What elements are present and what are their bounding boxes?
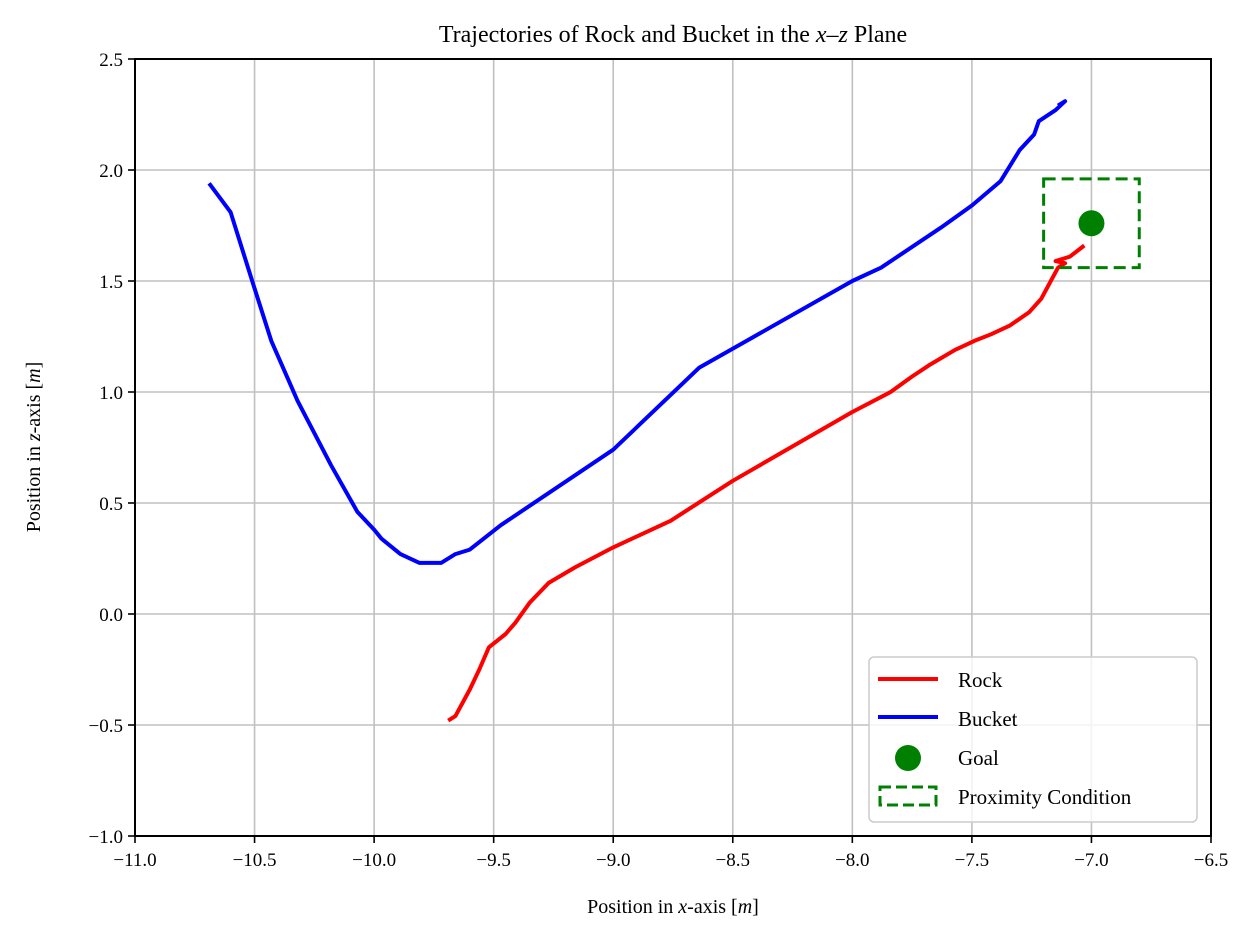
x-tick-label: −9.5 — [476, 850, 510, 871]
y-tick-label: −0.5 — [89, 716, 123, 737]
rock-trajectory-line — [447, 243, 1086, 723]
x-tick-label: −8.0 — [835, 850, 869, 871]
x-tick-label: −7.5 — [955, 850, 989, 871]
goal-marker — [1078, 210, 1105, 237]
axis-ticks: −11.0 −10.5 −10.0 −9.5 −9.0 −8.5 −8.0 −7.5 −7.0 −… — [89, 50, 1229, 871]
y-tick-label: 1.5 — [99, 272, 123, 293]
legend-label-goal: Goal — [958, 746, 999, 770]
proximity-condition-box — [1042, 177, 1141, 270]
x-tick-label: −10.0 — [352, 850, 396, 871]
x-tick-label: −10.5 — [233, 850, 277, 871]
legend-label-bucket: Bucket — [958, 707, 1018, 731]
legend-item-rock: Rock — [878, 668, 1003, 692]
legend-item-bucket: Bucket — [878, 707, 1018, 731]
legend-item-proximity: Proximity Condition — [878, 785, 1132, 809]
y-tick-label: 0.0 — [99, 605, 123, 626]
y-tick-label: 2.0 — [99, 161, 123, 182]
legend-label-proximity: Proximity Condition — [958, 785, 1132, 809]
x-axis-label: Position in x-axis [m] — [587, 896, 759, 918]
y-tick-label: 2.5 — [99, 50, 123, 71]
bucket-trajectory-line — [207, 99, 1068, 565]
y-tick-label: 0.5 — [99, 494, 123, 515]
x-tick-label: −8.5 — [716, 850, 750, 871]
legend-label-rock: Rock — [958, 668, 1003, 692]
y-tick-label: 1.0 — [99, 383, 123, 404]
legend: Rock Bucket Goal Proximity Condition — [868, 656, 1198, 823]
chart-title: Trajectories of Rock and Bucket in the x… — [439, 22, 907, 48]
x-tick-label: −6.5 — [1194, 850, 1228, 871]
x-tick-label: −11.0 — [113, 850, 156, 871]
legend-item-goal: Goal — [895, 745, 999, 771]
plot-area — [207, 99, 1141, 723]
x-tick-label: −7.0 — [1074, 850, 1108, 871]
y-axis-label: Position in z-axis [m] — [23, 362, 45, 533]
x-tick-label: −9.0 — [596, 850, 630, 871]
goal-marker-icon — [895, 745, 921, 771]
y-tick-label: −1.0 — [89, 827, 123, 848]
axes-frame — [134, 58, 1212, 837]
dashed-rect-icon — [878, 785, 938, 807]
